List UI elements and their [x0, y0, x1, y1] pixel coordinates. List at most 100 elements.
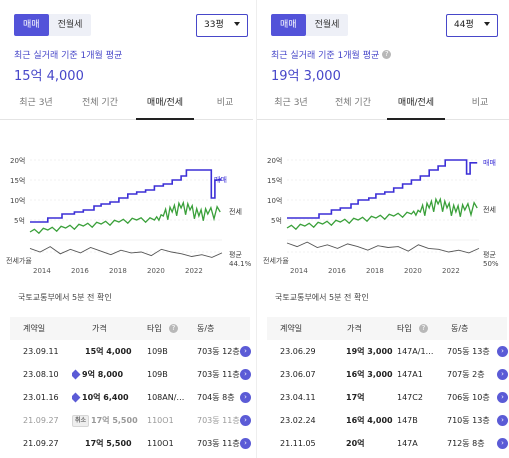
y-tick-label: 15억 [267, 177, 282, 185]
tab-all-period[interactable]: 전체 기간 [335, 98, 371, 108]
row-type: 109B [147, 347, 168, 356]
caret-down-icon [484, 22, 490, 26]
table-rows: 23.06.29 19억 3,000 147A/1… 705동 13층 › 23.06.0… [267, 340, 508, 455]
header-floor: 동/층 [451, 324, 469, 333]
row-floor: 706동 10층 [447, 393, 490, 402]
caret-down-icon [234, 22, 240, 26]
y-tick-label: 5억 [271, 217, 282, 225]
y-tick-label: 15억 [10, 177, 25, 185]
help-icon[interactable]: ? [382, 50, 392, 59]
tab-recent-3y[interactable]: 최근 3년 [274, 98, 308, 108]
jeonse-diamond-icon [72, 392, 81, 403]
tab-sale-jeonse[interactable]: 매매/전세 [387, 94, 445, 120]
size-select[interactable]: 33평 [196, 14, 248, 37]
ratio-line [29, 246, 223, 258]
header-date: 계약일 [280, 324, 303, 333]
chevron-right-icon[interactable]: › [497, 392, 508, 403]
chevron-right-icon[interactable]: › [240, 415, 251, 426]
row-type: 147C2 [397, 393, 423, 402]
header-price: 가격 [92, 324, 107, 333]
row-price-cell: 10억 6,400 [72, 386, 129, 409]
table-row[interactable]: 21.09.27 17억 5,500 110O1 703동 11층 › [10, 432, 251, 455]
transaction-table: 계약일 가격 타입 ? 동/층 23.09.11 15억 4,000 109B 703… [10, 317, 251, 455]
ratio-average-label: 평균 [229, 250, 242, 259]
chevron-right-icon[interactable]: › [240, 392, 251, 403]
chevron-right-icon[interactable]: › [240, 369, 251, 380]
ratio-line [286, 241, 480, 254]
average-label: 최근 실거래 기준 1개월 평균 ? [271, 48, 392, 61]
x-tick-label: 2020 [147, 267, 165, 273]
sale-line [30, 169, 221, 223]
table-row[interactable]: 23.01.16 10억 6,400 108AN/… 704동 8층 › [10, 386, 251, 409]
row-price-cell: 15억 4,000 [85, 340, 132, 363]
table-row[interactable]: 23.08.10 9억 8,000 109B 703동 11층 › [10, 363, 251, 386]
row-date: 23.06.07 [280, 370, 316, 379]
jeonse-series-label: 전세 [229, 207, 242, 216]
tab-rent[interactable]: 전월세 [314, 20, 340, 30]
header-type: 타입 [397, 324, 412, 333]
chevron-right-icon[interactable]: › [240, 346, 251, 357]
row-price: 20억 [346, 439, 365, 448]
table-row[interactable]: 23.02.24 16억 4,000 147B 710동 13층 › [267, 409, 508, 432]
help-icon[interactable]: ? [169, 324, 178, 333]
row-price-cell: 9억 8,000 [72, 363, 123, 386]
row-floor: 710동 13층 [447, 416, 490, 425]
table-row[interactable]: 23.06.29 19억 3,000 147A/1… 705동 13층 › [267, 340, 508, 363]
chevron-right-icon[interactable]: › [497, 346, 508, 357]
row-date: 21.11.05 [280, 439, 316, 448]
row-floor: 707동 2층 [447, 370, 485, 379]
size-select[interactable]: 44평 [446, 14, 498, 37]
right-complex-panel: 매매 전월세 44평 최근 실거래 기준 1개월 평균 ? 19억 3,000 … [256, 0, 509, 458]
chevron-right-icon[interactable]: › [497, 369, 508, 380]
row-price-cell: 취소 17억 5,500 [72, 409, 138, 432]
average-label-text: 최근 실거래 기준 1개월 평균 [14, 51, 123, 61]
tab-rent[interactable]: 전월세 [57, 20, 83, 30]
y-tick-label: 20억 [10, 157, 25, 165]
row-price: 15억 4,000 [85, 347, 132, 356]
row-date: 23.09.11 [23, 347, 59, 356]
row-floor: 703동 11층 [197, 439, 240, 448]
table-row[interactable]: 21.11.05 20억 147A 712동 8층 › [267, 432, 508, 455]
ratio-average-value: 44.1% [229, 260, 252, 268]
row-date: 23.04.11 [280, 393, 316, 402]
price-chart: 20억 15억 10억 5억 매매 전세 전세가율 평균 50% 2014 20… [263, 157, 499, 273]
chevron-right-icon[interactable]: › [497, 415, 508, 426]
tab-compare[interactable]: 비교 [471, 98, 489, 108]
molit-note: 국토교통부에서 5분 전 확인 [275, 293, 369, 302]
ratio-average-label: 평균 [483, 250, 496, 259]
table-row[interactable]: 23.04.11 17억 147C2 706동 10층 › [267, 386, 508, 409]
chevron-right-icon[interactable]: › [240, 438, 251, 449]
tab-all-period[interactable]: 전체 기간 [82, 98, 118, 108]
table-header: 계약일 가격 타입 ? 동/층 [267, 317, 507, 340]
tab-sale[interactable]: 매매 [14, 14, 49, 36]
row-price-cell: 17억 5,500 [85, 432, 132, 455]
x-tick-label: 2014 [290, 267, 308, 273]
tab-compare[interactable]: 비교 [216, 98, 234, 108]
table-row[interactable]: 23.09.11 15억 4,000 109B 703동 12층 › [10, 340, 251, 363]
tab-sale-jeonse[interactable]: 매매/전세 [136, 94, 194, 120]
row-type: 147A [397, 439, 418, 448]
x-tick-label: 2018 [109, 267, 127, 273]
row-price-cell: 16억 3,000 [346, 363, 393, 386]
x-tick-label: 2020 [404, 267, 422, 273]
table-row[interactable]: 21.09.27 취소 17억 5,500 110O1 703동 11층 › [10, 409, 251, 432]
row-floor: 703동 11층 [197, 370, 240, 379]
tab-recent-3y[interactable]: 최근 3년 [19, 98, 53, 108]
cancel-badge: 취소 [72, 414, 90, 427]
row-date: 23.02.24 [280, 416, 316, 425]
chevron-right-icon[interactable]: › [497, 438, 508, 449]
row-price: 10억 6,400 [82, 393, 129, 402]
jeonse-series-label: 전세 [483, 205, 496, 214]
sale-series-label: 매매 [214, 176, 227, 184]
tab-sale[interactable]: 매매 [271, 14, 306, 36]
row-type: 109B [147, 370, 168, 379]
row-type: 110O1 [147, 416, 174, 425]
y-tick-label: 5억 [14, 217, 25, 225]
table-row[interactable]: 23.06.07 16억 3,000 147A1 707동 2층 › [267, 363, 508, 386]
row-price-cell: 19억 3,000 [346, 340, 393, 363]
jeonse-line [29, 200, 221, 235]
row-type: 147A/1… [397, 347, 434, 356]
help-icon[interactable]: ? [419, 324, 428, 333]
ratio-label: 전세가율 [6, 256, 32, 265]
ratio-layer [286, 241, 480, 254]
